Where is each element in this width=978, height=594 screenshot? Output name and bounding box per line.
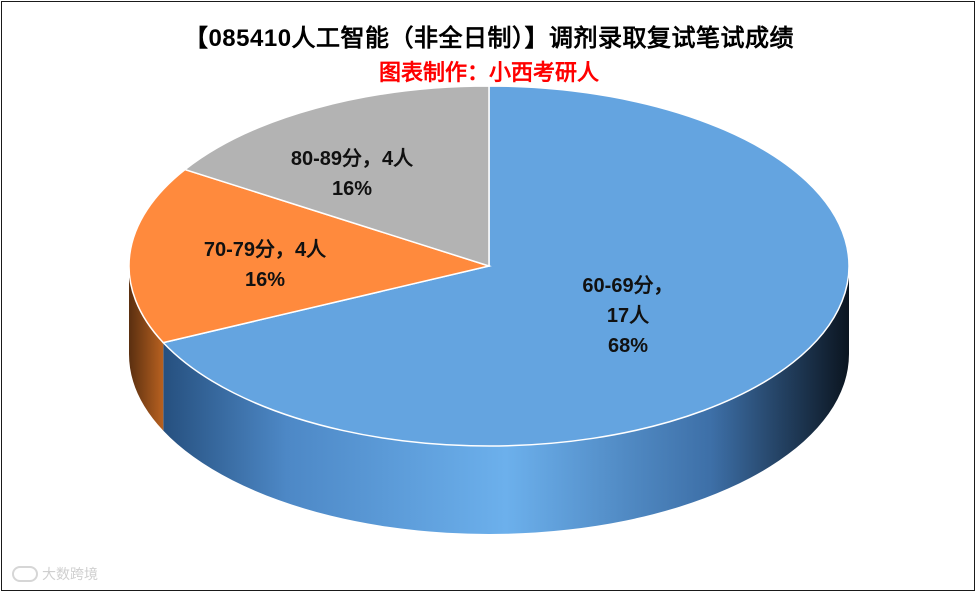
watermark: 大数跨境 [12, 564, 98, 584]
data-label-2: 80-89分，4人 16% [291, 147, 414, 200]
watermark-logo-icon [12, 566, 38, 582]
pie-slice-0 [161, 85, 850, 447]
chart-subtitle: 图表制作：小西考研人 [378, 60, 599, 85]
pie-slices [128, 85, 850, 447]
watermark-text: 大数跨境 [42, 567, 98, 583]
pie-slice-side-0 [163, 266, 849, 535]
data-label-0: 60-69分， 17人 68% [582, 274, 673, 357]
pie-slice-2 [183, 85, 490, 268]
chart-title: 【085410人工智能（非全日制）】调剂录取复试笔试成绩 [183, 25, 795, 52]
pie-data-labels: 60-69分， 17人 68% 70-79分，4人 16% 80-89分，4人 16% [204, 147, 674, 357]
data-label-1: 70-79分，4人 16% [204, 238, 327, 291]
pie-slice-1 [128, 168, 492, 344]
